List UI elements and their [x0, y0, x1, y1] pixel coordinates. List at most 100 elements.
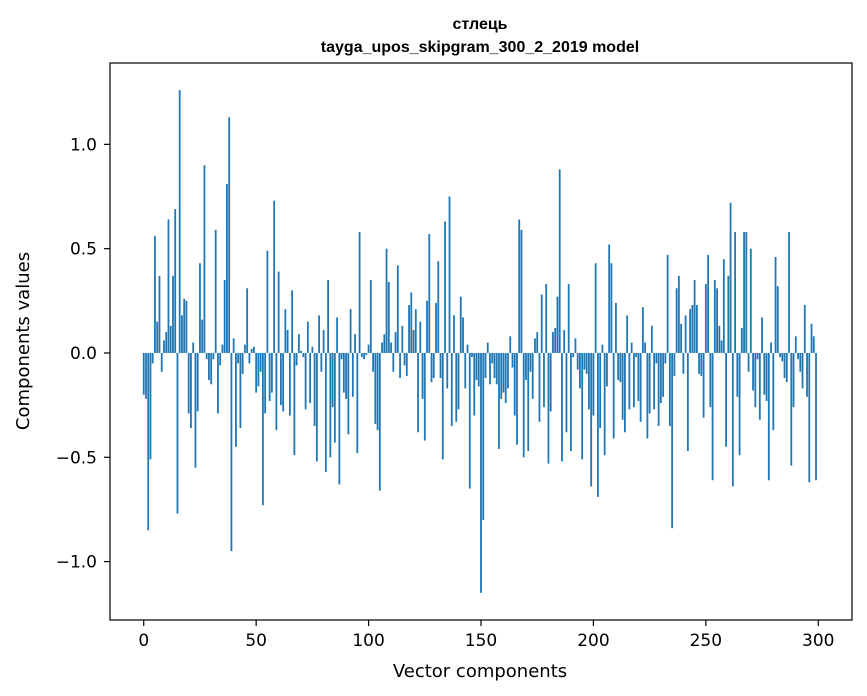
- x-tick-label: 200: [577, 631, 609, 651]
- bar: [381, 342, 383, 353]
- bar: [680, 323, 683, 353]
- bar: [538, 352, 541, 422]
- bar: [529, 352, 532, 372]
- bar: [691, 304, 694, 353]
- bar: [471, 352, 473, 358]
- bar: [797, 352, 799, 360]
- bar: [219, 352, 222, 366]
- bar: [190, 352, 192, 429]
- bar: [318, 315, 321, 353]
- bar: [300, 350, 303, 353]
- bar: [262, 352, 264, 506]
- y-axis: −1.0 −0.5 0.0 0.5 1.0: [56, 135, 110, 573]
- bar: [648, 352, 651, 414]
- bar: [185, 300, 188, 353]
- bar: [363, 352, 365, 360]
- bar: [671, 352, 674, 529]
- bar: [169, 325, 172, 353]
- bar: [711, 352, 714, 481]
- bar: [187, 352, 190, 414]
- bar: [572, 352, 575, 358]
- bar: [558, 169, 561, 353]
- bar: [286, 330, 289, 353]
- bar: [160, 352, 163, 372]
- bar: [232, 338, 235, 353]
- bar: [385, 248, 388, 353]
- bar: [288, 352, 291, 416]
- bar: [772, 352, 775, 431]
- bar: [509, 336, 512, 353]
- bar: [601, 344, 604, 353]
- bar: [576, 352, 579, 370]
- bar: [790, 352, 793, 466]
- bar: [659, 352, 662, 404]
- bar: [192, 342, 195, 353]
- bar: [617, 352, 620, 381]
- bar: [745, 231, 748, 353]
- bar: [273, 200, 276, 353]
- bar: [803, 304, 806, 353]
- bar: [630, 342, 633, 353]
- chart-title: стлець: [452, 16, 507, 33]
- bar: [754, 352, 757, 408]
- bar: [390, 342, 392, 353]
- bar: [743, 231, 745, 353]
- bar: [610, 263, 613, 353]
- bar: [585, 352, 588, 374]
- bar: [430, 352, 433, 383]
- bar: [464, 352, 467, 389]
- bar: [203, 165, 206, 353]
- bar: [277, 271, 280, 353]
- x-tick-label: 150: [465, 631, 497, 651]
- bar: [428, 234, 431, 353]
- bar: [403, 352, 406, 366]
- x-axis: 0 50 100 150 200 250 300: [138, 620, 834, 651]
- bar: [549, 352, 552, 412]
- bar: [306, 321, 309, 353]
- bar: [734, 231, 736, 353]
- bar: [266, 250, 269, 353]
- bar: [639, 352, 642, 422]
- bar: [815, 352, 817, 481]
- bar: [250, 348, 253, 353]
- bar: [597, 352, 599, 497]
- bar: [241, 352, 244, 374]
- bar: [210, 352, 213, 385]
- bar: [172, 275, 174, 353]
- bar: [396, 265, 399, 353]
- bar: [525, 352, 527, 381]
- bar: [174, 209, 177, 353]
- bar: [720, 340, 723, 353]
- bar: [590, 352, 593, 487]
- bar: [311, 346, 314, 353]
- bar: [342, 352, 345, 393]
- bar: [543, 352, 545, 408]
- bar: [212, 352, 215, 360]
- bar: [253, 346, 255, 353]
- bar: [244, 344, 246, 353]
- bar: [783, 352, 786, 378]
- bar: [257, 352, 260, 387]
- bar: [291, 290, 294, 353]
- bar: [608, 244, 611, 353]
- bar: [781, 352, 784, 362]
- x-tick-label: 250: [690, 631, 722, 651]
- bar: [264, 352, 267, 414]
- bar: [713, 279, 716, 353]
- bar: [534, 338, 536, 353]
- bar: [448, 196, 451, 353]
- bar: [574, 338, 577, 353]
- bar: [432, 352, 435, 378]
- bar: [394, 332, 397, 353]
- bar: [563, 330, 566, 353]
- bar: [401, 325, 404, 353]
- bar: [540, 294, 543, 353]
- bar: [493, 352, 496, 378]
- bar: [749, 248, 752, 353]
- bar: [457, 352, 460, 410]
- bar: [230, 352, 233, 552]
- bar: [545, 284, 548, 353]
- bar: [756, 352, 759, 360]
- bar: [666, 254, 669, 353]
- bar: [561, 352, 563, 462]
